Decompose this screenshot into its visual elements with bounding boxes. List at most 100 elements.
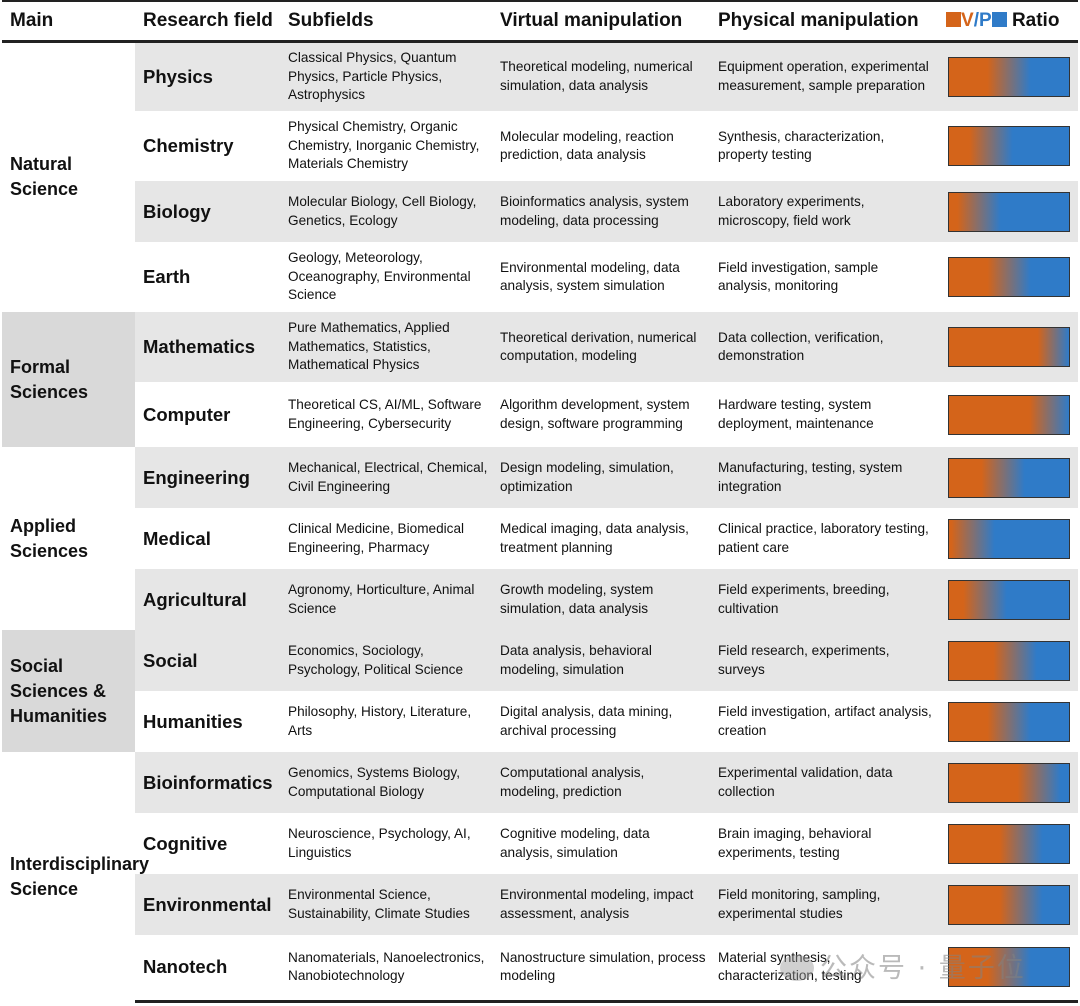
subfields-cell: Pure Mathematics, Applied Mathematics, S…: [280, 312, 492, 382]
ratio-bar: [948, 762, 1070, 803]
main-category-cell: Applied Sciences: [10, 515, 89, 561]
physical-legend-swatch: [991, 11, 1007, 27]
table-row: Formal Sciences Mathematics Pure Mathemati…: [2, 312, 1078, 447]
research-field-cell: Agricultural: [135, 569, 280, 630]
physical-manipulation-cell: Manufacturing, testing, system integrati…: [710, 447, 938, 508]
research-field-cell: Mathematics: [135, 312, 280, 382]
virtual-manipulation-cell: Design modeling, simulation, optimizatio…: [492, 447, 710, 508]
virtual-manipulation-cell: Data analysis, behavioral modeling, simu…: [492, 630, 710, 691]
subfields-cell: Neuroscience, Psychology, AI, Linguistic…: [288, 826, 471, 860]
research-field-cell: Environmental: [135, 874, 280, 935]
ratio-bar: [948, 823, 1070, 864]
ratio-bar: [948, 640, 1070, 681]
physical-manipulation-cell: Field investigation, sample analysis, mo…: [718, 259, 879, 294]
research-field-cell: Chemistry: [143, 135, 234, 156]
header-main: Main: [2, 0, 135, 43]
physical-manipulation-cell: Experimental validation, data collection: [710, 752, 938, 813]
table-row: Humanities Philosophy, History, Literatur…: [2, 691, 1078, 752]
table-row: Environmental Environmental Science, Sust…: [2, 874, 1078, 935]
ratio-v-label: V: [961, 9, 974, 31]
table-row: Medical Clinical Medicine, Biomedical Eng…: [2, 508, 1078, 569]
ratio-bar: [948, 947, 1070, 988]
ratio-bar: [948, 257, 1070, 297]
table-row: Interdisciplinary Science Bioinformatics G…: [2, 752, 1078, 899]
physical-manipulation-cell: Data collection, verification, demonstra…: [710, 312, 938, 382]
virtual-manipulation-cell: Cognitive modeling, data analysis, simul…: [500, 826, 650, 860]
ratio-slash: /: [973, 9, 979, 31]
table-row: Biology Molecular Biology, Cell Biology, …: [2, 181, 1078, 242]
virtual-manipulation-cell: Theoretical derivation, numerical comput…: [492, 312, 710, 382]
virtual-manipulation-cell: Theoretical modeling, numerical simulati…: [492, 41, 710, 111]
ratio-bar: [948, 884, 1070, 925]
ratio-cell: [938, 382, 1078, 447]
physical-manipulation-cell: Brain imaging, behavioral experiments, t…: [718, 826, 872, 860]
physical-manipulation-cell: Laboratory experiments, microscopy, fiel…: [710, 181, 938, 242]
subfields-cell: Geology, Meteorology, Oceanography, Envi…: [288, 250, 471, 303]
physical-manipulation-cell: Equipment operation, experimental measur…: [710, 41, 938, 111]
table-row: Chemistry Physical Chemistry, Organic Che…: [2, 111, 1078, 181]
header-physical-manipulation: Physical manipulation: [710, 0, 938, 43]
ratio-word: Ratio: [1011, 9, 1060, 31]
header-row: Main Research field Subfields Virtual ma…: [2, 0, 1078, 43]
physical-manipulation-cell: Synthesis, characterization, property te…: [718, 128, 885, 163]
research-field-cell: Medical: [143, 527, 211, 549]
physical-manipulation-cell: Material synthesis, characterization, te…: [710, 935, 938, 1003]
ratio-cell: [938, 41, 1078, 111]
table-row: Earth Geology, Meteorology, Oceanography,…: [2, 242, 1078, 312]
virtual-manipulation-cell: Medical imaging, data analysis, treatmen…: [500, 521, 689, 555]
research-field-cell: Nanotech: [135, 935, 280, 1003]
ratio-bar: [948, 191, 1070, 232]
virtual-manipulation-cell: Growth modeling, system simulation, data…: [492, 569, 710, 630]
header-ratio: V/P Ratio: [938, 0, 1078, 43]
table-row: Nanotech Nanomaterials, Nanoelectronics, …: [2, 935, 1078, 1003]
physical-manipulation-cell: Field monitoring, sampling, experimental…: [710, 874, 938, 935]
ratio-cell: [938, 242, 1078, 312]
virtual-legend-swatch: [946, 11, 961, 27]
physical-manipulation-cell: Clinical practice, laboratory testing, p…: [718, 521, 929, 555]
subfields-cell: Mechanical, Electrical, Chemical, Civil …: [280, 447, 492, 508]
ratio-bar: [948, 518, 1070, 559]
table-row: Cognitive Neuroscience, Psychology, AI, L…: [2, 813, 1078, 874]
main-category-cell: Social Sciences & Humanities: [2, 630, 135, 752]
ratio-bar: [948, 394, 1070, 435]
virtual-manipulation-cell: Digital analysis, data mining, archival …: [500, 704, 673, 738]
ratio-cell: [938, 508, 1078, 569]
physical-manipulation-cell: Field research, experiments, surveys: [710, 630, 938, 691]
ratio-bar: [948, 579, 1070, 620]
virtual-manipulation-cell: Algorithm development, system design, so…: [500, 397, 690, 431]
research-field-cell: Cognitive: [143, 832, 228, 854]
subfields-cell: Physical Chemistry, Organic Chemistry, I…: [288, 119, 480, 172]
table-row: Social Sciences & Humanities Social Econom…: [2, 630, 1078, 752]
ratio-cell: [938, 813, 1078, 874]
ratio-cell: [938, 935, 1078, 1003]
research-field-cell: Social: [135, 630, 280, 691]
subfields-cell: Philosophy, History, Literature, Arts: [288, 704, 472, 738]
subfields-cell: Nanomaterials, Nanoelectronics, Nanobiot…: [280, 935, 492, 1003]
ratio-cell: [938, 752, 1078, 813]
research-field-cell: Bioinformatics: [135, 752, 280, 813]
subfields-cell: Clinical Medicine, Biomedical Engineerin…: [288, 521, 465, 555]
subfields-cell: Economics, Sociology, Psychology, Politi…: [280, 630, 492, 691]
virtual-manipulation-cell: Environmental modeling, data analysis, s…: [500, 259, 680, 294]
ratio-bar: [948, 327, 1070, 367]
subfields-cell: Molecular Biology, Cell Biology, Genetic…: [280, 181, 492, 242]
table-row: Applied Sciences Engineering Mechanical, E…: [2, 447, 1078, 561]
research-field-cell: Computer: [143, 403, 231, 425]
ratio-cell: [938, 569, 1078, 630]
header-subfields: Subfields: [280, 0, 492, 43]
virtual-manipulation-cell: Computational analysis, modeling, predic…: [492, 752, 710, 813]
ratio-bar: [948, 701, 1070, 742]
ratio-cell: [938, 447, 1078, 508]
research-field-cell: Humanities: [143, 710, 243, 732]
ratio-cell: [938, 312, 1078, 382]
virtual-manipulation-cell: Nanostructure simulation, process modeli…: [492, 935, 710, 1003]
subfields-cell: Environmental Science, Sustainability, C…: [280, 874, 492, 935]
ratio-p-label: P: [978, 9, 992, 31]
research-field-cell: Physics: [135, 41, 280, 111]
ratio-cell: [938, 874, 1078, 935]
virtual-manipulation-cell: Bioinformatics analysis, system modeling…: [492, 181, 710, 242]
header-virtual-manipulation: Virtual manipulation: [492, 0, 710, 43]
table-row: Computer Theoretical CS, AI/ML, Software …: [2, 382, 1078, 447]
ratio-cell: [938, 111, 1078, 181]
